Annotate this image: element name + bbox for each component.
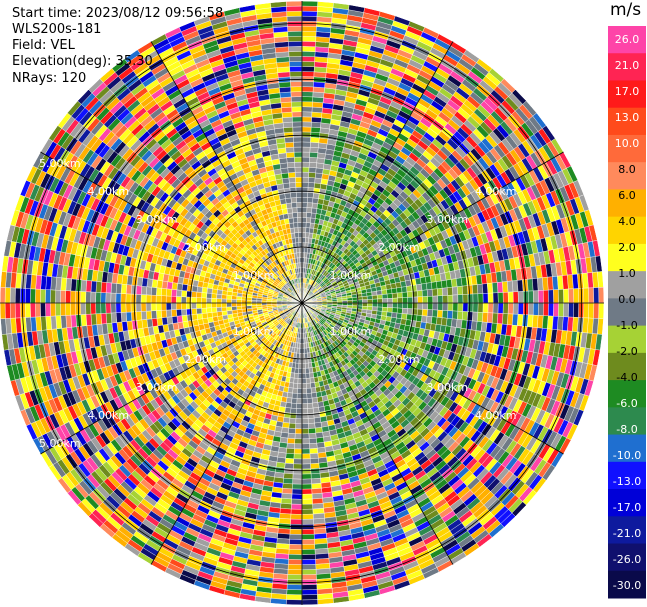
range-ring-label: 4.00km <box>87 185 129 198</box>
colorbar-bin <box>608 543 646 572</box>
range-ring-label: 1.00km <box>330 269 372 282</box>
azimuth-lines <box>0 1 604 605</box>
colorbar-bin <box>608 216 646 245</box>
colorbar-bin <box>608 570 646 599</box>
range-ring-label: 5.00km <box>39 437 81 450</box>
colorbar-bin <box>608 53 646 81</box>
colorbar-tick: 2.0 <box>618 241 636 254</box>
range-ring-label: 4.00km <box>87 409 129 422</box>
range-ring-labels: 1.00km 1.00km 1.00km 1.00km 2.00km 2.00km 2.00… <box>39 157 516 450</box>
range-ring-label: 1.00km <box>233 325 275 338</box>
range-ring-label: 5.00km <box>39 157 81 170</box>
colorbar-bin <box>608 189 646 218</box>
colorbar-tick: -13.0 <box>613 475 641 488</box>
colorbar-bin <box>608 298 646 327</box>
colorbar-bin <box>608 80 646 109</box>
colorbar-tick: -30.0 <box>613 579 641 592</box>
colorbar-bin <box>608 407 646 436</box>
colorbar-bin <box>608 107 646 136</box>
start-time: Start time: 2023/08/12 09:56:58 <box>12 6 224 21</box>
colorbar-unit: m/s <box>610 0 642 20</box>
range-ring-label: 2.00km <box>378 241 420 254</box>
field-name: Field: VEL <box>12 38 75 53</box>
colorbar-tick: -8.0 <box>616 423 637 436</box>
colorbar-tick: 6.0 <box>618 189 636 202</box>
colorbar-tick: 17.0 <box>615 85 640 98</box>
range-ring-label: 2.00km <box>378 353 420 366</box>
colorbar-bin <box>608 352 646 381</box>
range-ring-label: 3.00km <box>136 213 178 226</box>
colorbar-tick: -4.0 <box>616 371 637 384</box>
colorbar-bin <box>608 489 646 517</box>
colorbar-tick: 0.0 <box>618 293 636 306</box>
colorbar-tick: -1.0 <box>616 319 637 332</box>
azimuth-line-120 <box>301 302 564 455</box>
colorbar-bin <box>608 134 646 163</box>
colorbar-tick: -21.0 <box>613 527 641 540</box>
colorbar: 26.0 21.0 17.0 13.0 10.0 8.0 6.0 4.0 2.0 1.0 0.0 -1… <box>608 26 646 599</box>
colorbar-tick: -2.0 <box>616 345 637 358</box>
range-ring-label: 2.00km <box>184 241 226 254</box>
range-ring-label: 4.00km <box>475 409 517 422</box>
colorbar-bin <box>608 325 646 354</box>
azimuth-line-60 <box>301 151 564 304</box>
azimuth-line-210 <box>150 302 303 565</box>
colorbar-tick: -17.0 <box>613 501 641 514</box>
elevation: Elevation(deg): 35.30 <box>12 54 153 69</box>
azimuth-line-330 <box>150 41 303 304</box>
colorbar-bin <box>608 434 646 463</box>
azimuth-line-300 <box>40 151 303 304</box>
colorbar-tick: 8.0 <box>618 163 636 176</box>
range-ring-label: 3.00km <box>136 381 178 394</box>
colorbar-tick: -6.0 <box>616 397 637 410</box>
velocity-gates <box>0 0 605 606</box>
colorbar-tick: 1.0 <box>618 267 636 280</box>
colorbar-bin <box>608 26 646 54</box>
azimuth-line-240 <box>40 302 303 455</box>
colorbar-bin <box>608 162 646 190</box>
colorbar-bin <box>608 380 646 408</box>
range-ring-label: 3.00km <box>427 213 469 226</box>
range-ring-label: 4.00km <box>475 185 517 198</box>
colorbar-tick: 4.0 <box>618 215 636 228</box>
colorbar-tick: -10.0 <box>613 449 641 462</box>
range-ring-label: 1.00km <box>233 269 275 282</box>
colorbar-tick: 13.0 <box>615 111 640 124</box>
colorbar-tick: 10.0 <box>615 137 640 150</box>
nrays: NRays: 120 <box>12 71 87 86</box>
range-ring-label: 2.00km <box>184 353 226 366</box>
colorbar-tick: 26.0 <box>615 33 640 46</box>
colorbar-tick: 21.0 <box>615 59 640 72</box>
colorbar-tick: -26.0 <box>613 553 641 566</box>
range-ring-label: 1.00km <box>330 325 372 338</box>
colorbar-bin <box>608 271 646 299</box>
colorbar-bin <box>608 516 646 545</box>
range-ring-label: 3.00km <box>427 381 469 394</box>
device-name: WLS200s-181 <box>12 22 102 37</box>
azimuth-line-150 <box>301 302 454 565</box>
azimuth-line-30 <box>301 41 454 304</box>
colorbar-bin <box>608 243 646 272</box>
colorbar-bin <box>608 461 646 490</box>
